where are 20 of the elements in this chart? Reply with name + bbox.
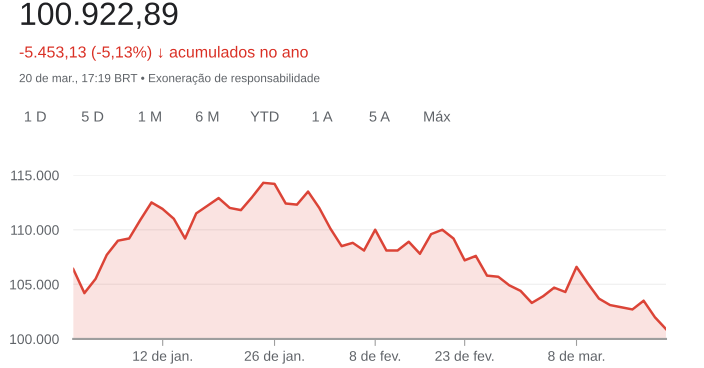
text: 5 D (82, 112, 104, 122)
chart-title: 100.922,89 (21, 2, 178, 29)
text: 1 M (138, 112, 161, 122)
text: 6 M (196, 111, 218, 122)
x-tick-label: 23 de fev. (435, 350, 494, 361)
chart-subtitle: -5.453,13 (-5,13%) ↓ acumulados no ano (20, 46, 308, 61)
text: 1 A (312, 112, 333, 122)
text: 5 A (369, 112, 390, 122)
y-tick-label: 115.000 (11, 170, 59, 180)
x-tick-label: 8 de mar. (548, 350, 604, 361)
y-tick-label: 110.000 (11, 225, 59, 235)
text: Máx (424, 110, 450, 122)
x-tick-label: 12 de jan. (133, 350, 192, 364)
text: 1 D (24, 112, 46, 122)
text: YTD (250, 112, 279, 122)
text: 20 de mar., 17:19 BRT • Exoneração de responsabilidade (20, 74, 320, 85)
x-tick-label: 8 de fev. (350, 350, 400, 361)
y-tick-label: 105.000 (10, 280, 59, 290)
y-tick-label: 100.000 (10, 334, 59, 344)
x-tick-label: 26 de jan. (244, 350, 304, 364)
